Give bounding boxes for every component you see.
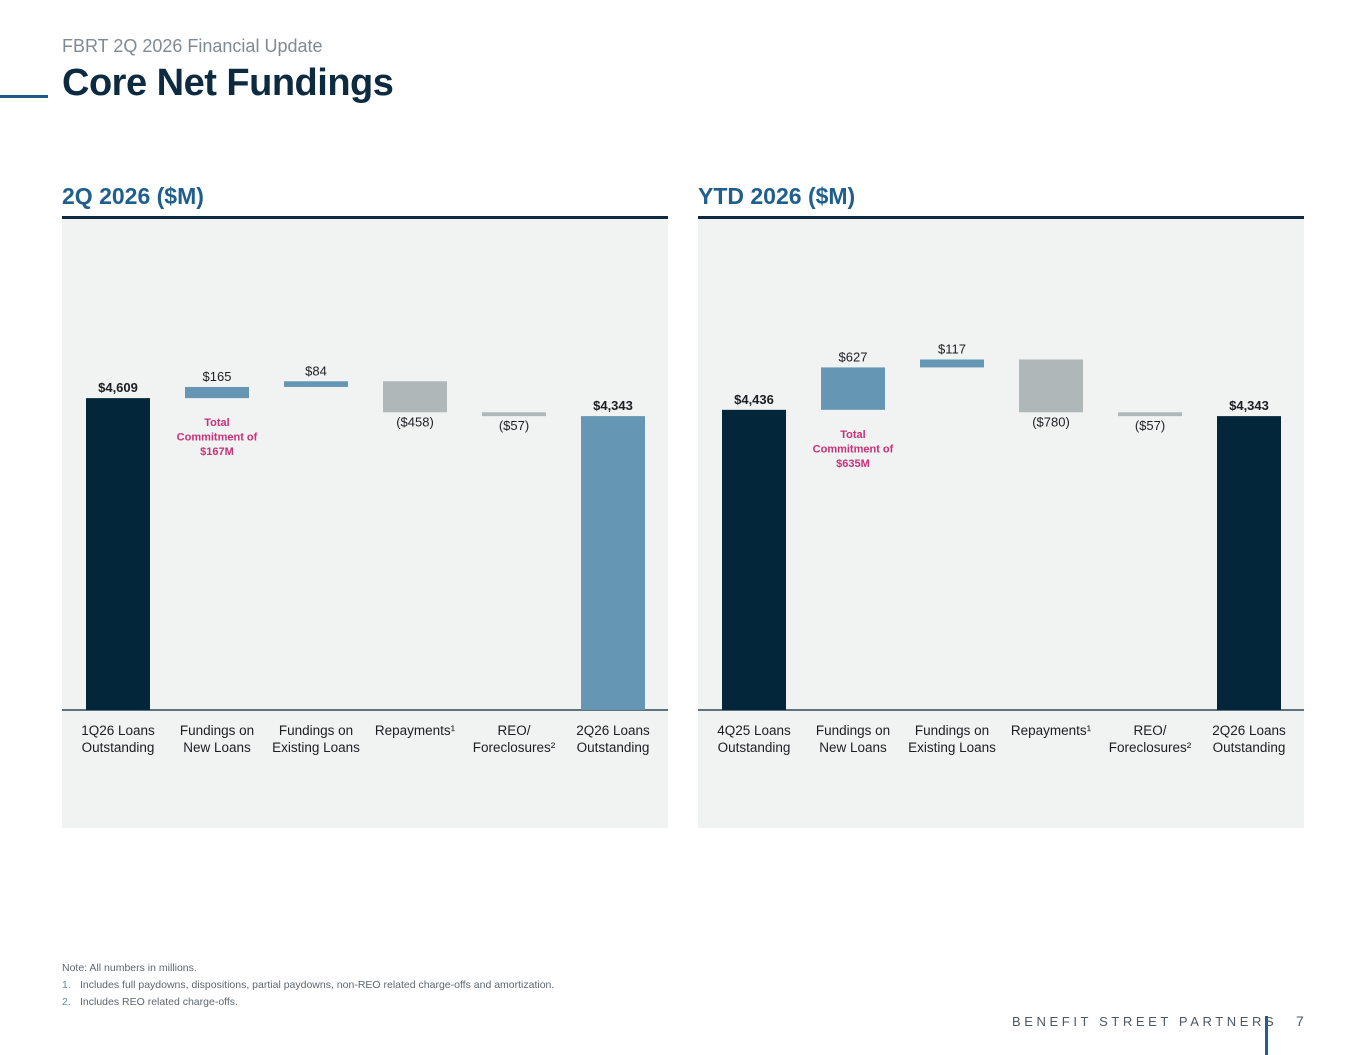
category-label: REO/ — [497, 723, 530, 738]
category-label: Existing Loans — [908, 740, 996, 755]
waterfall-bar — [185, 386, 249, 399]
category-label: 2Q26 Loans — [576, 723, 650, 738]
waterfall-bar — [383, 381, 447, 413]
value-label: $627 — [839, 349, 868, 364]
waterfall-bar — [482, 412, 546, 417]
category-label: Fundings on — [816, 723, 890, 738]
value-label: $84 — [305, 363, 327, 378]
category-label: Fundings on — [279, 723, 353, 738]
value-label: ($780) — [1032, 414, 1070, 429]
category-label: Foreclosures² — [473, 740, 556, 755]
footnote-text: Includes REO related charge-offs. — [80, 996, 238, 1008]
chart-title-2q: 2Q 2026 ($M) — [62, 183, 204, 209]
title-accent-line — [0, 95, 48, 98]
value-label: $4,343 — [1229, 398, 1269, 413]
chart-title-ytd: YTD 2026 ($M) — [698, 183, 856, 209]
waterfall-bar — [1019, 359, 1083, 413]
value-label: $4,436 — [734, 392, 774, 407]
waterfall-bar — [1118, 412, 1182, 417]
category-label: Fundings on — [180, 723, 254, 738]
category-label: Repayments¹ — [1011, 723, 1092, 738]
category-label: Outstanding — [82, 740, 155, 755]
footnote-number: 2. — [62, 996, 71, 1008]
commitment-annotation: Commitment of — [177, 432, 258, 444]
chart-title-rule-2q — [62, 216, 668, 219]
chart-background — [62, 219, 668, 828]
category-label: 4Q25 Loans — [717, 723, 791, 738]
category-label: Foreclosures² — [1109, 740, 1192, 755]
waterfall-bar — [284, 381, 348, 387]
deck-subtitle: FBRT 2Q 2026 Financial Update — [62, 36, 323, 56]
commitment-annotation: $635M — [836, 458, 870, 470]
footnote-intro: Note: All numbers in millions. — [62, 962, 197, 974]
value-label: ($458) — [396, 414, 434, 429]
category-label: New Loans — [183, 740, 251, 755]
category-label: Repayments¹ — [375, 723, 456, 738]
chart-title-rule-ytd — [698, 216, 1304, 219]
category-label: 2Q26 Loans — [1212, 723, 1286, 738]
waterfall-bar — [821, 367, 885, 410]
value-label: ($57) — [1135, 418, 1165, 433]
category-label: New Loans — [819, 740, 887, 755]
footnote-2: 2. Includes REO related charge-offs. — [62, 994, 554, 1011]
footnote-text: Includes full paydowns, dispositions, pa… — [80, 979, 555, 991]
value-label: ($57) — [499, 418, 529, 433]
category-label: Outstanding — [577, 740, 650, 755]
waterfall-bar — [581, 416, 645, 710]
waterfall-bar — [1217, 416, 1281, 710]
brand-wordmark: BENEFIT STREET PARTNERS — [1012, 1014, 1278, 1029]
commitment-annotation: $167M — [200, 446, 234, 458]
value-label: $165 — [203, 369, 232, 384]
footnote-1: 1. Includes full paydowns, dispositions, … — [62, 977, 554, 994]
chart-background — [698, 219, 1304, 828]
category-label: Outstanding — [718, 740, 791, 755]
value-label: $117 — [938, 341, 966, 356]
category-label: Existing Loans — [272, 740, 360, 755]
page-title: Core Net Fundings — [62, 62, 394, 104]
commitment-annotation: Total — [204, 417, 229, 429]
category-label: 1Q26 Loans — [81, 723, 155, 738]
brand-divider — [1265, 1016, 1268, 1055]
waterfall-bar — [722, 409, 786, 710]
category-label: Fundings on — [915, 723, 989, 738]
footnote-number: 1. — [62, 979, 71, 991]
commitment-annotation: Commitment of — [813, 443, 894, 455]
waterfall-chart-2q: $4,609 1Q26 Loans Outstanding $165 Fundings … — [62, 219, 668, 828]
page-number: 7 — [1296, 1013, 1304, 1029]
value-label: $4,343 — [593, 398, 633, 413]
commitment-annotation: Total — [840, 429, 865, 441]
waterfall-bar — [920, 359, 984, 368]
category-label: Outstanding — [1213, 740, 1286, 755]
category-label: REO/ — [1133, 723, 1166, 738]
value-label: $4,609 — [98, 380, 138, 395]
waterfall-chart-ytd: $4,436 4Q25 Loans Outstanding $627 Fundings … — [698, 219, 1304, 828]
waterfall-bar — [86, 398, 150, 710]
footnotes: Note: All numbers in millions. 1. Include… — [62, 960, 554, 1011]
